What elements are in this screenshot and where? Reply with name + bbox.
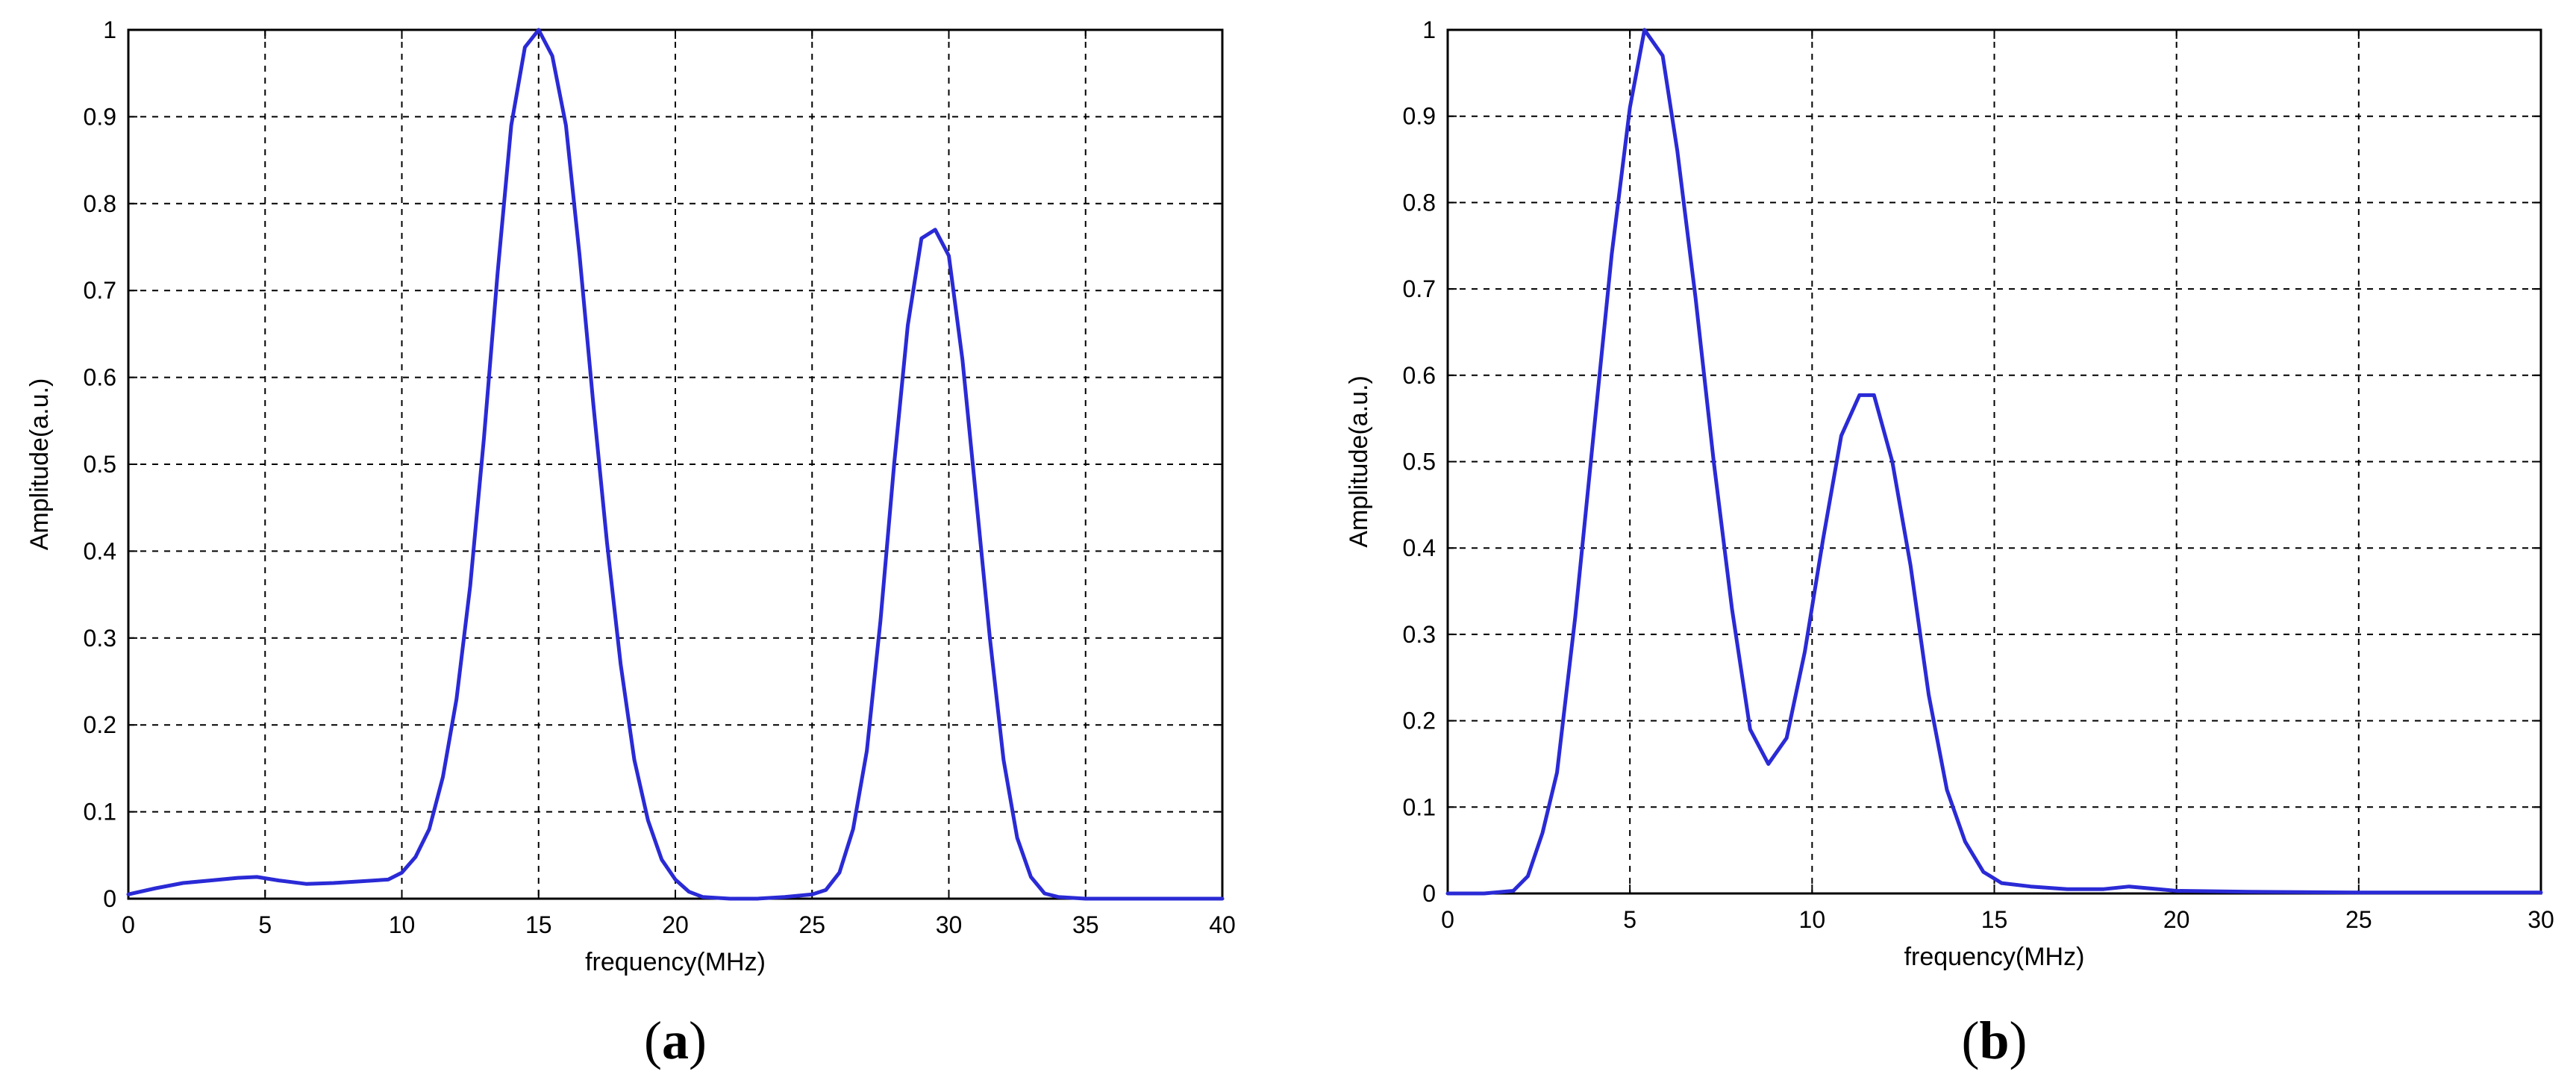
y-tick-label: 0.7 — [1403, 275, 1436, 302]
y-tick-label: 0.1 — [1403, 793, 1436, 820]
y-tick-label: 0.6 — [1403, 362, 1436, 389]
x-tick-label: 5 — [258, 911, 272, 938]
y-tick-label: 0.3 — [84, 625, 116, 652]
y-tick-label: 0.8 — [84, 190, 116, 217]
y-tick-label: 0.4 — [84, 537, 116, 564]
y-tick-label: 1 — [1422, 16, 1436, 43]
y-tick-label: 0 — [1422, 880, 1436, 907]
x-tick-label: 20 — [662, 911, 689, 938]
y-tick-label: 0.4 — [1403, 534, 1436, 561]
x-axis-label: frequency(MHz) — [585, 948, 766, 976]
y-tick-label: 0.3 — [1403, 621, 1436, 648]
x-tick-label: 25 — [798, 911, 825, 938]
y-tick-label: 0.2 — [1403, 708, 1436, 734]
y-tick-label: 0.7 — [84, 277, 116, 304]
x-tick-label: 20 — [2163, 906, 2190, 933]
y-tick-label: 0.5 — [1403, 449, 1436, 475]
chart-panel-a: 0 5 10 15 20 25 30 35 40 0 0.1 0.2 0.3 0.4 0.5 0.6 0.7 0.… — [25, 16, 1236, 1070]
series-line — [1445, 28, 2543, 896]
y-tick-label: 0 — [103, 885, 116, 912]
x-tick-label: 30 — [2527, 906, 2554, 933]
x-tick-label: 0 — [122, 911, 135, 938]
y-axis-label: Amplitude(a.u.) — [1345, 375, 1373, 548]
y-tick-label: 0.2 — [84, 711, 116, 738]
x-tick-label: 0 — [1441, 906, 1454, 933]
x-tick-label: 25 — [2345, 906, 2372, 933]
x-tick-label: 40 — [1209, 911, 1236, 938]
x-tick-label: 35 — [1072, 911, 1099, 938]
y-tick-label: 0.6 — [84, 364, 116, 391]
x-tick-label: 10 — [1799, 906, 1826, 933]
x-tick-label: 30 — [936, 911, 963, 938]
y-tick-label: 0.9 — [84, 103, 116, 130]
x-tick-label: 15 — [525, 911, 552, 938]
y-tick-label: 0.5 — [84, 451, 116, 478]
chart-panel-b: 0 5 10 15 20 25 30 0 0.1 0.2 0.3 0.4 0.5 0.6 0.7 0.8 0.9… — [1345, 16, 2554, 1070]
x-tick-label: 15 — [1981, 906, 2008, 933]
x-tick-label: 5 — [1623, 906, 1636, 933]
panel-caption: (b) — [1961, 1011, 2027, 1070]
x-tick-label: 10 — [389, 911, 416, 938]
y-tick-label: 0.9 — [1403, 103, 1436, 130]
x-axis-label: frequency(MHz) — [1904, 943, 2085, 971]
panel-caption: (a) — [644, 1011, 707, 1070]
y-axis-label: Amplitude(a.u.) — [25, 378, 54, 551]
y-tick-label: 0.8 — [1403, 189, 1436, 216]
y-tick-label: 0.1 — [84, 799, 116, 826]
series-line — [126, 28, 1225, 901]
y-tick-label: 1 — [103, 16, 116, 43]
